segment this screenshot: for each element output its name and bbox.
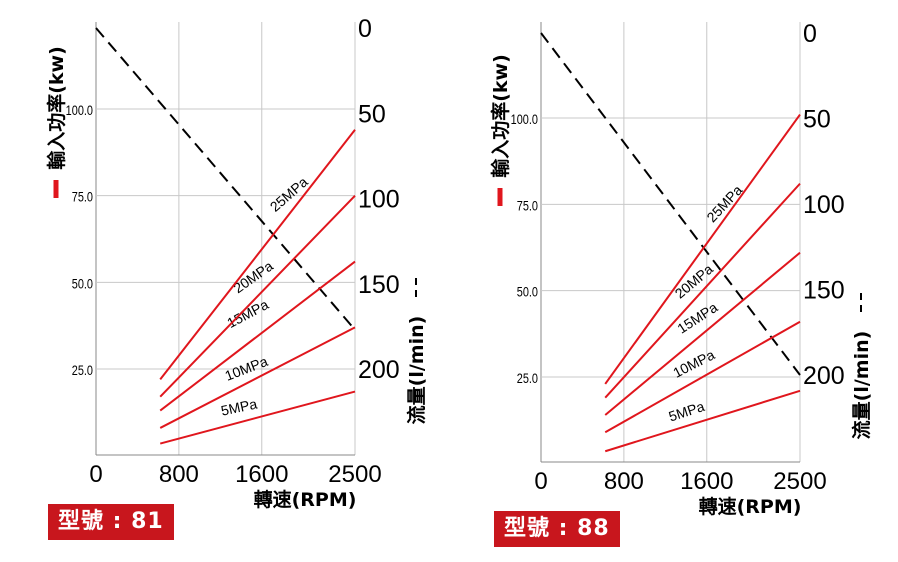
chart2-series-line-20MPa — [604, 182, 801, 399]
chart2-x-tick-label: 2500 — [773, 468, 826, 495]
chart1-series-line-25MPa — [159, 129, 356, 381]
chart1-flow-line — [95, 27, 356, 331]
chart1-x-tick-label: 0 — [89, 461, 102, 488]
chart2-right-tick-label: 150 — [803, 277, 845, 305]
chart2-series-line-25MPa — [604, 113, 801, 385]
chart2-series-line-10MPa — [604, 320, 801, 434]
chart2-right-axis-title: 流量(l/min) — [850, 331, 873, 440]
chart1-x-tick-label: 2500 — [328, 461, 381, 488]
chart1-right-axis-title: 流量(l/min) — [405, 316, 428, 425]
chart2-series-line-5MPa — [604, 389, 801, 453]
chart1-left-tick-label: 50.0 — [72, 276, 93, 292]
chart1-right-tick-label: 50 — [358, 100, 386, 128]
chart1-right-tick-label: 0 — [358, 15, 372, 43]
chart2-series-label-5MPa: 5MPa — [667, 398, 707, 425]
chart1-left-axis-title: 輸入功率(kw) — [45, 46, 68, 170]
chart2-left-tick-label: 100.0 — [511, 112, 538, 128]
chart2-series-label-10MPa: 10MPa — [670, 346, 717, 380]
chart1-left-tick-label: 100.0 — [66, 103, 93, 119]
chart2-right-tick-label: 100 — [803, 191, 845, 219]
chart1-right-tick-label: 200 — [358, 356, 400, 384]
chart1-left-tick-label: 25.0 — [72, 363, 93, 379]
chart2-left-tick-label: 75.0 — [517, 198, 538, 214]
chart1-series-label-15MPa: 15MPa — [224, 296, 271, 331]
chart2-right-tick-label: 0 — [803, 20, 817, 48]
chart2-series-line-15MPa — [604, 251, 801, 416]
chart2-x-axis-title: 轉速(RPM) — [699, 495, 802, 518]
chart1-x-axis-title: 轉速(RPM) — [254, 488, 357, 511]
chart2-flow-line — [540, 32, 801, 376]
chart1-series-label-5MPa: 5MPa — [219, 395, 258, 418]
chart1-right-tick-label: 100 — [358, 186, 400, 214]
model-badge-81: 型號 : 81 — [48, 504, 174, 540]
chart2-series-label-20MPa: 20MPa — [672, 261, 716, 302]
chart2-right-tick-label: 50 — [803, 106, 831, 134]
chart2-left-tick-label: 50.0 — [517, 284, 538, 300]
chart1-series-line-15MPa — [159, 260, 356, 412]
chart1-series-label-20MPa: 20MPa — [230, 258, 276, 297]
chart2-left-tick-label: 25.0 — [517, 371, 538, 387]
chart2-series-label-15MPa: 15MPa — [674, 299, 720, 337]
chart2-left-axis-title: 輸入功率(kw) — [489, 54, 512, 178]
chart1-series-line-10MPa — [159, 326, 356, 429]
chart2-right-tick-label: 200 — [803, 362, 845, 390]
model-badge-88: 型號 : 88 — [494, 511, 620, 547]
chart1-series-line-5MPa — [159, 390, 356, 445]
chart2-x-tick-label: 0 — [534, 468, 547, 495]
chart1-series-line-20MPa — [159, 194, 356, 398]
chart1-x-tick-label: 800 — [159, 461, 199, 488]
chart1-left-tick-label: 75.0 — [72, 189, 93, 205]
chart1-x-tick-label: 1600 — [235, 461, 288, 488]
chart2-x-tick-label: 800 — [604, 468, 644, 495]
chart2-x-tick-label: 1600 — [680, 468, 733, 495]
chart1-right-tick-label: 150 — [358, 271, 400, 299]
